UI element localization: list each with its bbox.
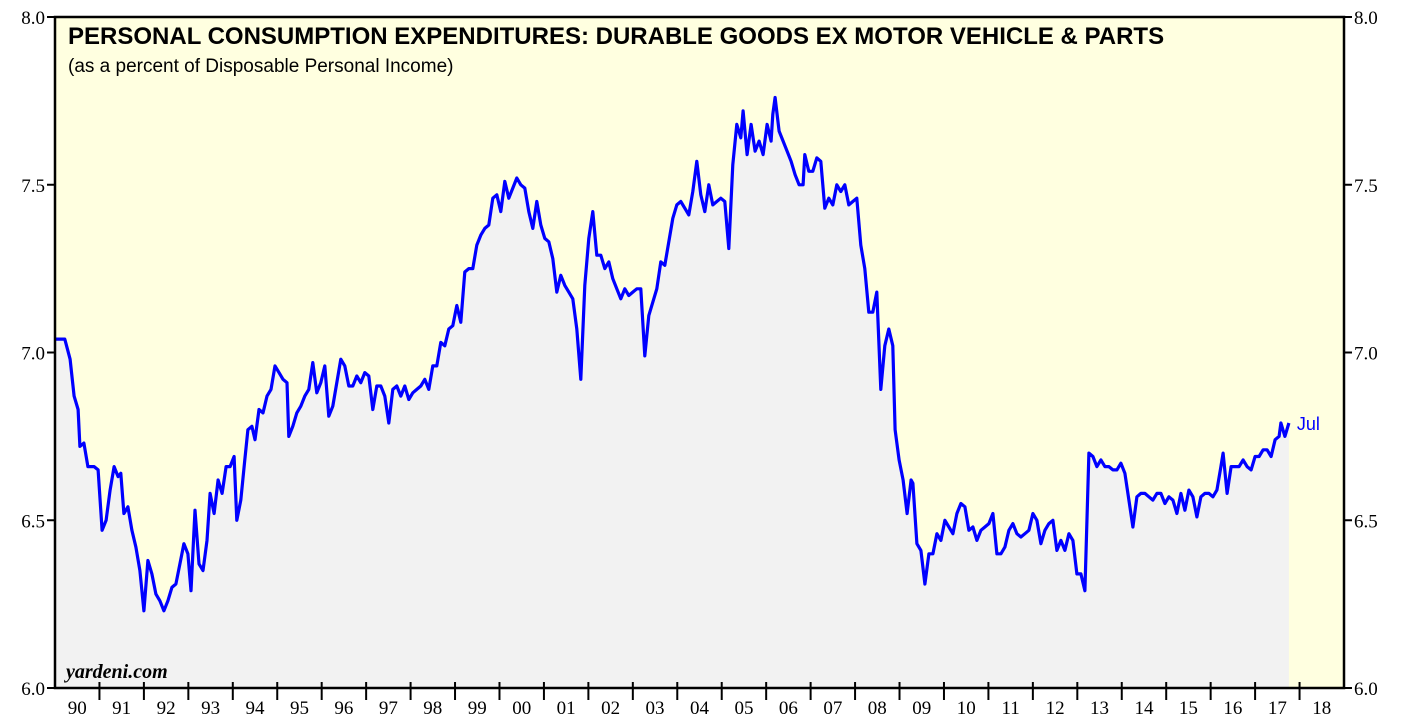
x-tick-label: 02 bbox=[601, 698, 620, 719]
x-tick-label: 99 bbox=[468, 698, 487, 719]
end-annotation: Jul bbox=[1297, 414, 1320, 434]
x-tick-label: 11 bbox=[1001, 698, 1019, 719]
x-tick-label: 06 bbox=[779, 698, 798, 719]
x-tick-label: 09 bbox=[912, 698, 931, 719]
y-tick-label: 7.5 bbox=[21, 176, 45, 197]
y2-tick-label: 7.0 bbox=[1354, 344, 1378, 365]
line bbox=[55, 95, 1291, 613]
y-tick-label: 6.0 bbox=[21, 679, 45, 700]
x-tick-label: 07 bbox=[823, 698, 842, 719]
x-tick-label: 04 bbox=[690, 698, 710, 719]
x-tick-label: 00 bbox=[512, 698, 531, 719]
x-tick-label: 92 bbox=[157, 698, 176, 719]
y2-tick-label: 6.0 bbox=[1354, 679, 1378, 700]
x-tick-label: 08 bbox=[868, 698, 887, 719]
x-tick-label: 98 bbox=[423, 698, 442, 719]
x-tick-label: 05 bbox=[734, 698, 753, 719]
x-tick-label: 13 bbox=[1090, 698, 1109, 719]
y-tick-label: 8.0 bbox=[21, 8, 45, 29]
x-tick-label: 95 bbox=[290, 698, 309, 719]
x-tick-label: 94 bbox=[246, 698, 266, 719]
x-tick-label: 15 bbox=[1179, 698, 1198, 719]
source-label: yardeni.com bbox=[64, 661, 168, 683]
x-tick-label: 17 bbox=[1268, 698, 1287, 719]
x-tick-label: 97 bbox=[379, 698, 398, 719]
y-tick-label: 6.5 bbox=[21, 511, 45, 532]
x-tick-label: 16 bbox=[1223, 698, 1242, 719]
chart-subtitle: (as a percent of Disposable Personal Inc… bbox=[68, 56, 453, 77]
y-tick-label: 7.0 bbox=[21, 344, 45, 365]
y2-tick-label: 8.0 bbox=[1354, 8, 1378, 29]
x-tick-label: 96 bbox=[334, 698, 353, 719]
x-tick-label: 03 bbox=[646, 698, 665, 719]
x-tick-label: 91 bbox=[112, 698, 131, 719]
chart-title: PERSONAL CONSUMPTION EXPENDITURES: DURAB… bbox=[68, 23, 1164, 50]
x-tick-label: 14 bbox=[1134, 698, 1154, 719]
area bbox=[55, 97, 1289, 688]
x-tick-label: 01 bbox=[557, 698, 576, 719]
x-tick-label: 10 bbox=[957, 698, 976, 719]
x-tick-label: 93 bbox=[201, 698, 220, 719]
x-tick-label: 18 bbox=[1312, 698, 1331, 719]
y2-tick-label: 7.5 bbox=[1354, 176, 1378, 197]
x-tick-label: 90 bbox=[68, 698, 87, 719]
y2-tick-label: 6.5 bbox=[1354, 511, 1378, 532]
x-tick-label: 12 bbox=[1046, 698, 1065, 719]
